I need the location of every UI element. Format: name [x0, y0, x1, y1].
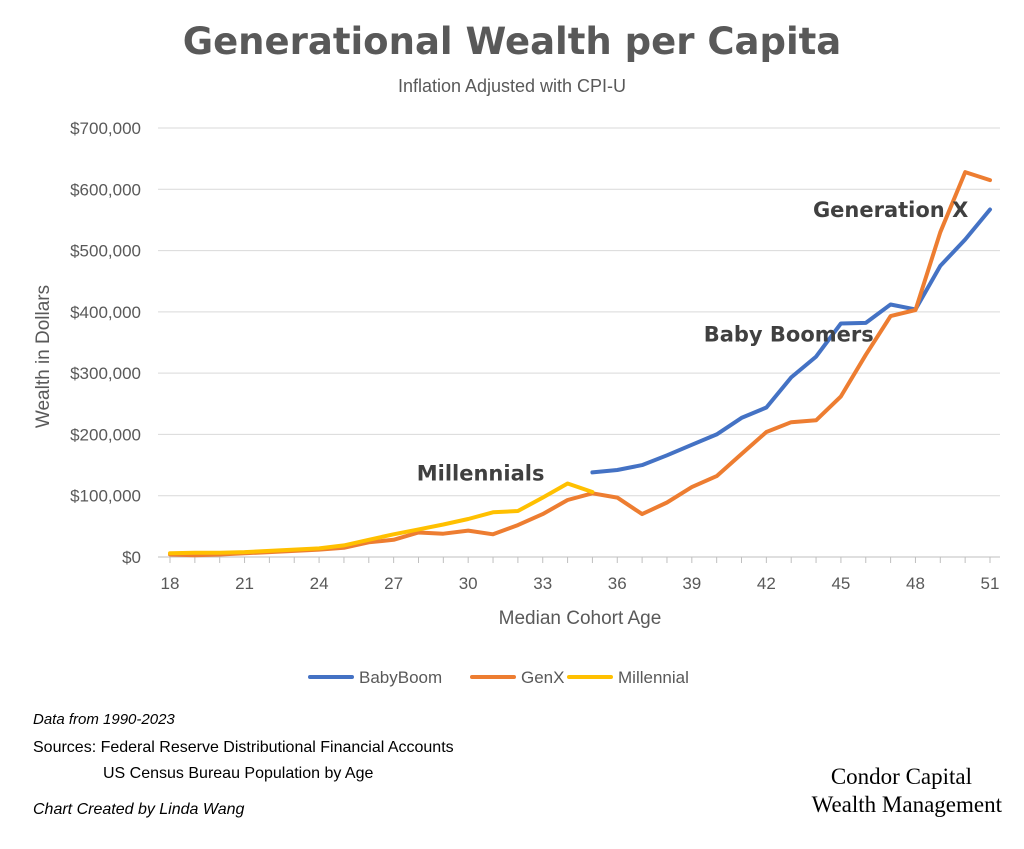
x-tick-label: 42 [757, 574, 776, 593]
chart-credit: Chart Created by Linda Wang [33, 801, 245, 818]
x-tick-label: 30 [459, 574, 478, 593]
x-tick-label: 45 [831, 574, 850, 593]
x-tick-label: 39 [682, 574, 701, 593]
x-axis-title: Median Cohort Age [499, 608, 662, 629]
legend: BabyBoom GenX Millennial [308, 668, 689, 687]
x-tick-label: 51 [981, 574, 1000, 593]
series-lines [168, 170, 992, 558]
y-axis-tick-labels: $0 $100,000 $200,000 $300,000 $400,000 $500,0… [70, 119, 141, 567]
x-tick-label: 18 [161, 574, 180, 593]
annotation-label: Millennials [417, 461, 545, 485]
y-tick-label: $0 [122, 548, 141, 567]
x-tick-label: 36 [608, 574, 627, 593]
y-tick-label: $400,000 [70, 303, 141, 322]
y-tick-label: $700,000 [70, 119, 141, 138]
x-tick-label: 48 [906, 574, 925, 593]
x-axis-tick-labels: 18 21 24 27 30 33 36 39 42 45 48 51 [161, 574, 1000, 593]
annotation-label: Baby Boomers [704, 322, 874, 346]
y-tick-label: $200,000 [70, 425, 141, 444]
brand-line-1: Condor Capital [830, 764, 972, 789]
series-line-babyboom [590, 207, 992, 475]
chart-subtitle: Inflation Adjusted with CPI-U [397, 76, 627, 96]
brand-line-2: Wealth Management [811, 792, 1002, 817]
gridlines [158, 127, 1000, 497]
x-axis [158, 556, 1000, 563]
x-tick-label: 27 [384, 574, 403, 593]
data-range-note: Data from 1990-2023 [33, 711, 175, 728]
series-line-millennial [168, 481, 595, 556]
y-tick-label: $100,000 [70, 487, 141, 506]
annotation-label: Generation X [813, 198, 968, 222]
x-tick-label: 24 [310, 574, 329, 593]
y-tick-label: $600,000 [70, 180, 141, 199]
y-axis-title: Wealth in Dollars [33, 285, 54, 428]
y-tick-label: $300,000 [70, 364, 141, 383]
sources-line-2: US Census Bureau Population by Age [103, 765, 374, 782]
legend-label: GenX [521, 668, 564, 687]
series-line-genx [168, 170, 992, 558]
y-tick-label: $500,000 [70, 242, 141, 261]
sources-line-1: Sources: Federal Reserve Distributional … [33, 739, 454, 756]
chart-title: Generational Wealth per Capita [182, 20, 842, 63]
x-tick-label: 21 [235, 574, 254, 593]
legend-label: BabyBoom [359, 668, 442, 687]
series-annotations: Generation X Baby Boomers Millennials [417, 198, 969, 486]
x-tick-label: 33 [533, 574, 552, 593]
legend-label: Millennial [618, 668, 689, 687]
